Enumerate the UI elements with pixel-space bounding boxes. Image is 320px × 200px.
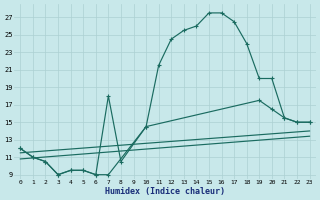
X-axis label: Humidex (Indice chaleur): Humidex (Indice chaleur)	[105, 187, 225, 196]
